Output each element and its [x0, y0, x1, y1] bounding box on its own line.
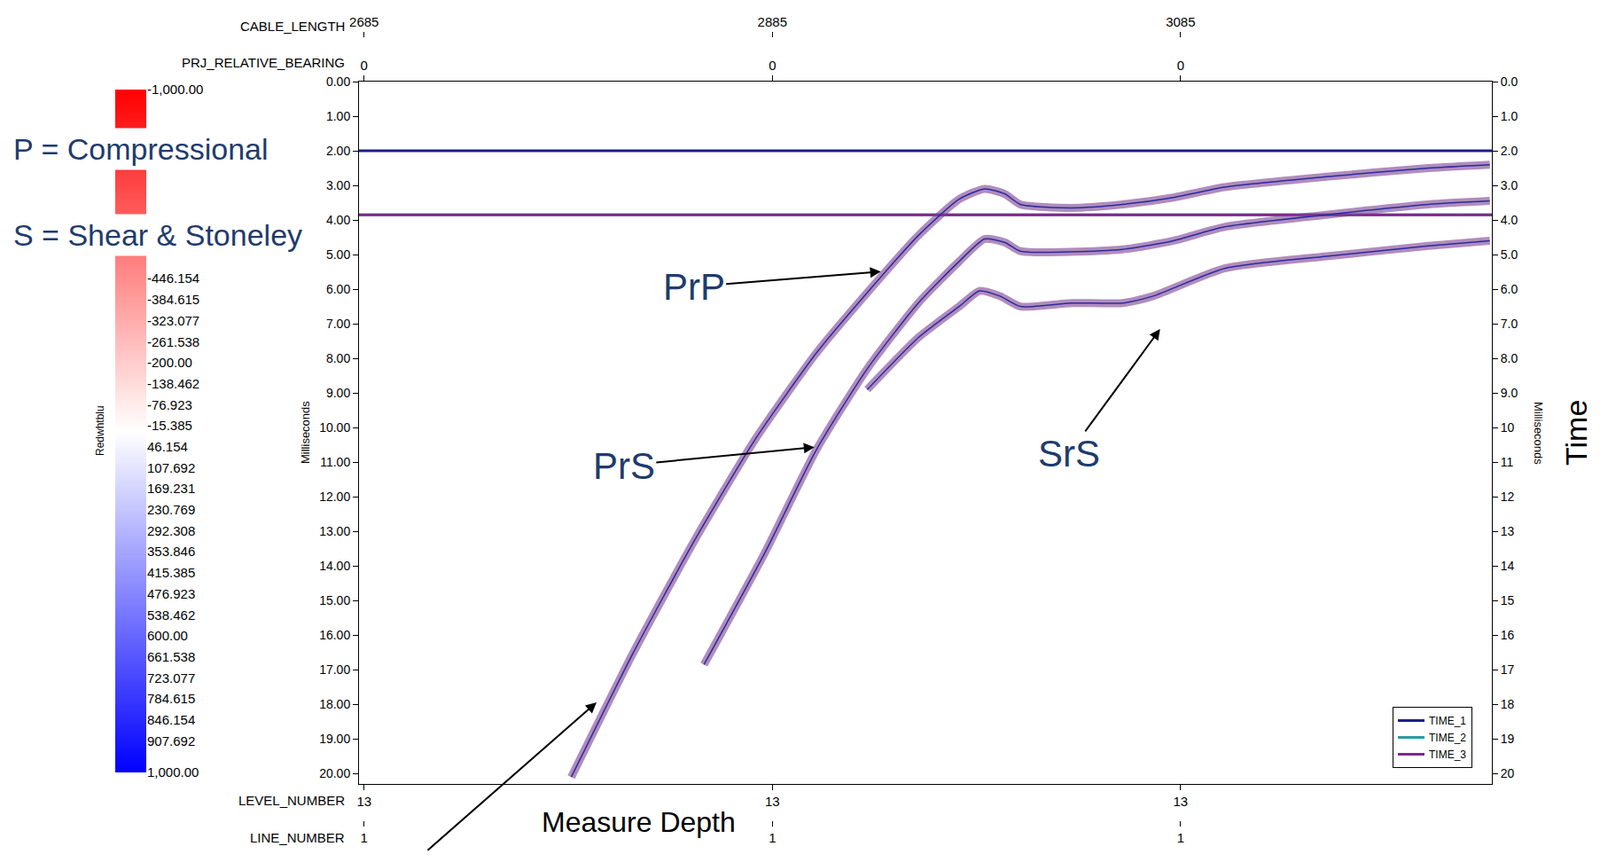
- svg-text:TIME_3: TIME_3: [1428, 748, 1467, 761]
- svg-text:Milliseconds: Milliseconds: [298, 400, 313, 464]
- svg-text:46.154: 46.154: [147, 438, 188, 454]
- svg-text:1,000.00: 1,000.00: [147, 764, 199, 780]
- svg-text:1: 1: [360, 829, 368, 845]
- svg-text:3.0: 3.0: [1500, 178, 1519, 193]
- svg-text:6.00: 6.00: [326, 281, 351, 297]
- svg-text:12.00: 12.00: [319, 489, 351, 504]
- svg-text:-384.615: -384.615: [147, 291, 200, 307]
- svg-text:-446.154: -446.154: [147, 270, 200, 286]
- svg-text:11: 11: [1500, 454, 1515, 469]
- svg-text:1: 1: [768, 829, 776, 845]
- svg-text:661.538: 661.538: [147, 648, 196, 664]
- svg-text:292.308: 292.308: [147, 522, 196, 539]
- svg-text:476.923: 476.923: [147, 585, 196, 601]
- svg-text:7.00: 7.00: [326, 316, 351, 331]
- svg-text:-200.00: -200.00: [147, 354, 193, 370]
- svg-text:13: 13: [356, 793, 372, 809]
- svg-text:16.00: 16.00: [319, 627, 351, 642]
- svg-text:20.00: 20.00: [319, 765, 351, 781]
- svg-text:0.0: 0.0: [1500, 74, 1519, 89]
- svg-text:4.0: 4.0: [1500, 212, 1519, 227]
- svg-text:0: 0: [1177, 57, 1185, 73]
- svg-text:14: 14: [1500, 558, 1515, 573]
- svg-text:2685: 2685: [349, 14, 379, 30]
- svg-text:PrP: PrP: [663, 265, 726, 308]
- svg-text:-138.462: -138.462: [147, 375, 200, 391]
- svg-text:13: 13: [1500, 523, 1515, 539]
- svg-text:353.846: 353.846: [147, 543, 196, 559]
- svg-text:9.0: 9.0: [1500, 385, 1519, 400]
- svg-text:19: 19: [1500, 731, 1515, 746]
- svg-text:13: 13: [1172, 793, 1188, 809]
- svg-text:8.00: 8.00: [326, 351, 351, 366]
- svg-text:18: 18: [1500, 696, 1515, 711]
- svg-text:107.692: 107.692: [147, 460, 196, 476]
- svg-text:784.615: 784.615: [147, 690, 196, 706]
- svg-text:20: 20: [1500, 765, 1515, 781]
- svg-text:10: 10: [1500, 420, 1515, 435]
- svg-text:169.231: 169.231: [147, 480, 196, 496]
- svg-text:5.00: 5.00: [326, 247, 351, 262]
- svg-text:415.385: 415.385: [147, 564, 196, 580]
- svg-text:17: 17: [1500, 662, 1515, 677]
- svg-text:PRJ_RELATIVE_BEARING: PRJ_RELATIVE_BEARING: [181, 54, 345, 71]
- svg-text:3.00: 3.00: [326, 178, 351, 193]
- svg-text:17.00: 17.00: [319, 662, 351, 677]
- svg-text:1: 1: [1177, 829, 1185, 845]
- svg-text:14.00: 14.00: [319, 558, 351, 573]
- svg-text:LINE_NUMBER: LINE_NUMBER: [249, 829, 345, 845]
- svg-text:723.077: 723.077: [147, 670, 196, 686]
- svg-text:2.0: 2.0: [1500, 143, 1519, 158]
- svg-text:600.00: 600.00: [147, 627, 188, 643]
- svg-text:0.00: 0.00: [326, 74, 351, 89]
- svg-text:SrS: SrS: [1038, 432, 1101, 475]
- svg-text:18.00: 18.00: [319, 696, 351, 711]
- svg-text:907.692: 907.692: [147, 733, 196, 749]
- svg-text:TIME_2: TIME_2: [1428, 731, 1467, 744]
- svg-text:P = Compressional: P = Compressional: [13, 132, 269, 166]
- svg-text:Time: Time: [1559, 399, 1593, 466]
- svg-text:8.0: 8.0: [1500, 351, 1519, 366]
- svg-text:15: 15: [1500, 593, 1515, 608]
- svg-text:10.00: 10.00: [319, 420, 351, 435]
- svg-text:16: 16: [1500, 627, 1515, 642]
- svg-text:PrS: PrS: [593, 444, 656, 487]
- svg-text:-15.385: -15.385: [147, 417, 193, 433]
- svg-text:Measure Depth: Measure Depth: [541, 805, 736, 838]
- svg-text:CABLE_LENGTH: CABLE_LENGTH: [240, 18, 345, 34]
- svg-text:-1,000.00: -1,000.00: [147, 81, 203, 97]
- svg-text:13: 13: [764, 793, 781, 809]
- svg-text:19.00: 19.00: [319, 731, 351, 746]
- svg-text:2885: 2885: [757, 14, 788, 30]
- svg-text:1.00: 1.00: [326, 109, 351, 124]
- svg-text:4.00: 4.00: [326, 212, 351, 227]
- svg-text:12: 12: [1500, 489, 1515, 504]
- svg-text:15.00: 15.00: [319, 593, 351, 608]
- svg-text:-261.538: -261.538: [147, 334, 200, 350]
- svg-text:Redwhtblu: Redwhtblu: [93, 405, 107, 456]
- svg-text:7.0: 7.0: [1500, 316, 1519, 331]
- svg-text:6.0: 6.0: [1500, 281, 1519, 297]
- svg-text:TIME_1: TIME_1: [1428, 714, 1467, 727]
- svg-text:0: 0: [768, 57, 776, 73]
- svg-text:-323.077: -323.077: [147, 312, 200, 328]
- svg-text:11.00: 11.00: [320, 454, 351, 469]
- svg-text:2.00: 2.00: [326, 143, 351, 158]
- svg-text:13.00: 13.00: [319, 523, 351, 539]
- svg-text:3085: 3085: [1165, 14, 1195, 30]
- svg-text:-76.923: -76.923: [147, 397, 193, 413]
- svg-text:1.0: 1.0: [1500, 109, 1519, 124]
- svg-text:LEVEL_NUMBER: LEVEL_NUMBER: [238, 792, 345, 808]
- svg-text:0: 0: [360, 57, 368, 73]
- svg-text:9.00: 9.00: [326, 385, 351, 400]
- svg-text:5.0: 5.0: [1500, 247, 1519, 262]
- svg-text:230.769: 230.769: [147, 501, 196, 517]
- svg-text:Milliseconds: Milliseconds: [1531, 401, 1546, 465]
- svg-text:S = Shear & Stoneley: S = Shear & Stoneley: [13, 218, 303, 252]
- svg-text:538.462: 538.462: [147, 607, 196, 623]
- svg-text:846.154: 846.154: [147, 711, 196, 727]
